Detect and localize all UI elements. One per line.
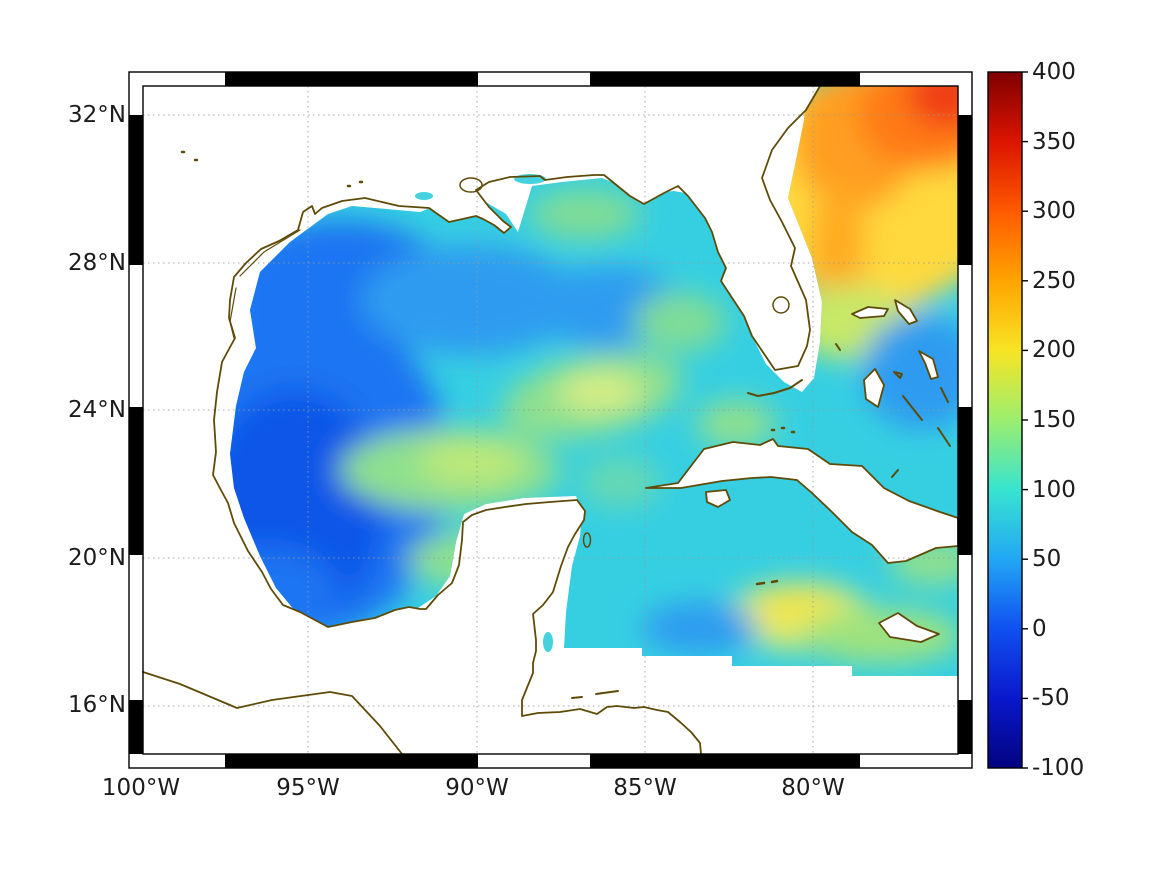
coastline-layer — [142, 85, 959, 755]
colorbar-tick-label: 350 — [1032, 129, 1076, 155]
colorbar-tick-label: 150 — [1032, 407, 1076, 433]
lat-tick-label: 32°N — [68, 102, 126, 128]
colorbar-tick-label: 400 — [1032, 59, 1076, 85]
map-frame — [128, 71, 973, 769]
colorbar-tick-label: 50 — [1032, 546, 1062, 572]
lon-tick-label: 90°W — [445, 775, 509, 801]
colorbar-tick-label: 250 — [1032, 268, 1076, 294]
colorbar-ticks — [1022, 71, 1028, 769]
gridlines — [143, 86, 958, 754]
colorbar-tick-label: -50 — [1032, 685, 1070, 711]
lat-tick-label: 24°N — [68, 397, 126, 423]
colorbar-gradient — [987, 71, 1023, 769]
lat-tick-label: 20°N — [68, 545, 126, 571]
colorbar-tick-label: 300 — [1032, 198, 1076, 224]
colorbar-tick-label: 100 — [1032, 477, 1076, 503]
lon-tick-label: 85°W — [613, 775, 677, 801]
lon-tick-label: 80°W — [781, 775, 845, 801]
colorbar-tick-label: 0 — [1032, 616, 1047, 642]
lon-tick-label: 95°W — [276, 775, 340, 801]
lat-tick-label: 28°N — [68, 250, 126, 276]
colorbar-tick-label: 200 — [1032, 337, 1076, 363]
colorbar — [987, 71, 1028, 769]
lon-tick-label: 100°W — [101, 775, 181, 801]
colorbar-tick-label: -100 — [1032, 755, 1085, 781]
lat-tick-label: 16°N — [68, 692, 126, 718]
